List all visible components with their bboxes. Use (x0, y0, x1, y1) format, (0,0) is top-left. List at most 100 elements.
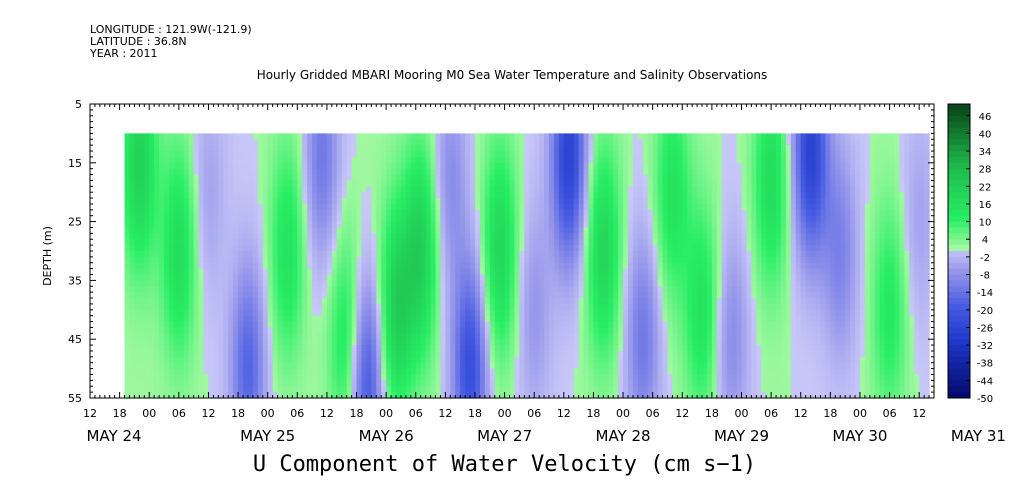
heatmap-cell (183, 280, 190, 287)
heatmap-cell (297, 215, 303, 223)
heatmap-cell (549, 339, 555, 346)
heatmap-cell (198, 133, 205, 140)
heatmap-cell (499, 215, 506, 223)
heatmap-cell (400, 151, 407, 158)
heatmap-cell (262, 280, 269, 287)
heatmap-cell (474, 251, 481, 258)
heatmap-cell (188, 292, 195, 299)
heatmap-cell (129, 233, 136, 240)
heatmap-cell (524, 350, 530, 358)
heatmap-cell (588, 174, 595, 182)
heatmap-cell (405, 268, 412, 276)
heatmap-cell (386, 292, 392, 299)
heatmap-cell (400, 292, 407, 299)
heatmap-cell (524, 368, 530, 376)
heatmap-cell (326, 339, 333, 346)
heatmap-cell (549, 215, 555, 223)
heatmap-cell (331, 245, 338, 252)
heatmap-cell (544, 345, 550, 352)
heatmap-cell (479, 162, 486, 170)
heatmap-cell (647, 192, 654, 199)
heatmap-cell (504, 174, 511, 182)
heatmap-cell (203, 368, 210, 376)
heatmap-cell (233, 356, 239, 364)
heatmap-cell (553, 274, 560, 281)
heatmap-cell (657, 209, 664, 217)
heatmap-cell (504, 245, 511, 252)
heatmap-cell (252, 162, 259, 170)
heatmap-cell (203, 321, 210, 329)
heatmap-cell (415, 186, 422, 193)
heatmap-cell (593, 215, 599, 223)
heatmap-cell (154, 192, 160, 199)
heatmap-cell (667, 162, 674, 170)
heatmap-cell (331, 362, 338, 370)
heatmap-cell (613, 345, 619, 352)
heatmap-cell (134, 251, 140, 258)
heatmap-cell (662, 339, 669, 346)
heatmap-cell (618, 268, 624, 276)
heatmap-cell (321, 168, 328, 176)
heatmap-cell (618, 356, 624, 364)
heatmap-cell (558, 286, 565, 293)
heatmap-cell (228, 350, 234, 358)
heatmap-cell (603, 303, 609, 311)
heatmap-cell (376, 315, 382, 323)
heatmap-cell (632, 380, 639, 387)
heatmap-cell (578, 315, 585, 323)
heatmap-cell (326, 286, 333, 293)
heatmap-cell (445, 274, 451, 281)
heatmap-cell (405, 374, 412, 381)
heatmap-cell (233, 368, 239, 376)
heatmap-cell (223, 139, 229, 146)
heatmap-cell (558, 239, 565, 246)
heatmap-cell (440, 356, 446, 364)
heatmap-cell (297, 192, 303, 199)
heatmap-cell (440, 286, 446, 293)
heatmap-cell (425, 280, 432, 287)
heatmap-cell (134, 156, 140, 164)
heatmap-cell (302, 209, 308, 217)
heatmap-cell (425, 268, 432, 276)
heatmap-cell (149, 356, 155, 364)
heatmap-cell (326, 262, 333, 270)
heatmap-cell (312, 380, 318, 387)
heatmap-cell (479, 251, 486, 258)
heatmap-cell (336, 380, 343, 387)
heatmap-cell (514, 315, 521, 323)
heatmap-cell (484, 374, 491, 381)
heatmap-cell (534, 168, 540, 176)
heatmap-cell (539, 145, 545, 152)
heatmap-cell (351, 380, 358, 387)
heatmap-cell (317, 362, 323, 370)
heatmap-cell (494, 350, 501, 358)
heatmap-cell (396, 186, 402, 193)
heatmap-cell (484, 292, 491, 299)
heatmap-cell (252, 292, 259, 299)
heatmap-cell (302, 192, 308, 199)
heatmap-cell (627, 198, 634, 205)
heatmap-cell (183, 186, 190, 193)
heatmap-cell (544, 209, 550, 217)
heatmap-cell (410, 180, 417, 187)
heatmap-cell (593, 286, 599, 293)
heatmap-cell (465, 180, 471, 187)
heatmap-cell (578, 239, 585, 246)
heatmap-cell (465, 245, 471, 252)
heatmap-cell (173, 251, 180, 258)
heatmap-cell (519, 386, 525, 393)
heatmap-cell (598, 356, 604, 364)
heatmap-cell (213, 245, 219, 252)
heatmap-cell (331, 156, 338, 164)
heatmap-cell (578, 251, 585, 258)
heatmap-cell (124, 151, 131, 158)
heatmap-cell (445, 309, 451, 317)
heatmap-cell (455, 356, 461, 364)
heatmap-cell (262, 215, 269, 223)
heatmap-cell (336, 221, 343, 229)
heatmap-cell (247, 309, 254, 317)
heatmap-cell (198, 345, 205, 352)
heatmap-cell (341, 356, 348, 364)
heatmap-cell (257, 374, 264, 381)
heatmap-cell (198, 368, 205, 376)
